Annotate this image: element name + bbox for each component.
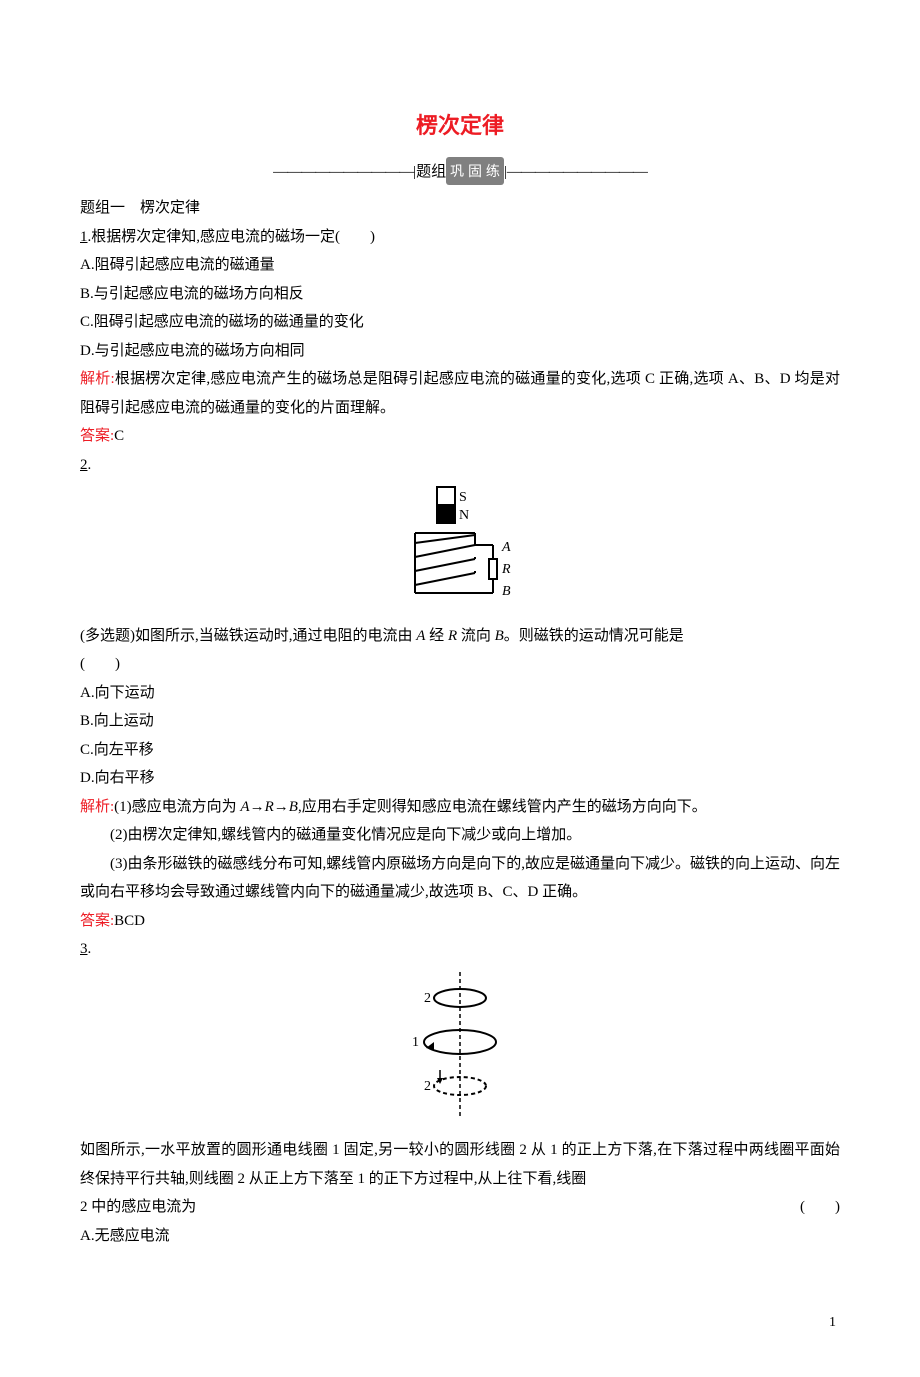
dash-left: —————————— (273, 164, 413, 180)
q2-b: B (495, 628, 504, 644)
q2-option-d: D.向右平移 (80, 764, 840, 793)
header-label: 题组 (416, 158, 446, 187)
q2-exp-a: A (240, 799, 249, 815)
q2-stem-line2: ( ) (80, 650, 840, 679)
q3-num-line: 3. (80, 935, 840, 964)
terminal-a-label: A (501, 540, 511, 555)
q2-mid2: 流向 (457, 628, 495, 644)
q2-exp3: (3)由条形磁铁的磁感线分布可知,螺线管内原磁场方向是向下的,故应是磁通量向下减… (80, 850, 840, 907)
q2-option-b: B.向上运动 (80, 707, 840, 736)
q1-option-a: A.阻碍引起感应电流的磁通量 (80, 251, 840, 280)
q2-exp1-post: ,应用右手定则得知感应电流在螺线管内产生的磁场方向向下。 (298, 799, 707, 815)
q3-stem2-right: ( ) (800, 1193, 840, 1222)
q1-option-b: B.与引起感应电流的磁场方向相反 (80, 280, 840, 309)
q1-stem: 1.根据楞次定律知,感应电流的磁场一定( ) (80, 223, 840, 252)
q1-text: 根据楞次定律知,感应电流的磁场一定( ) (91, 229, 375, 245)
q1-ans-text: C (114, 428, 124, 444)
q1-ans-label: 答案: (80, 428, 114, 444)
q1-option-d: D.与引起感应电流的磁场方向相同 (80, 337, 840, 366)
coil2-bot-label: 2 (424, 1079, 431, 1094)
q2-mid1: 经 (425, 628, 448, 644)
q2-option-c: C.向左平移 (80, 736, 840, 765)
q1-option-c: C.阻碍引起感应电流的磁场的磁通量的变化 (80, 308, 840, 337)
q2-exp1-pre: (1)感应电流方向为 (114, 799, 240, 815)
q2-num-line: 2. (80, 451, 840, 480)
q2-exp-label: 解析: (80, 799, 114, 815)
dash-right: —————————— (507, 164, 647, 180)
header-pill: 巩 固 练 (446, 157, 504, 186)
terminal-b-label: B (502, 584, 511, 599)
q3-option-a: A.无感应电流 (80, 1222, 840, 1251)
q1-exp-text: 根据楞次定律,感应电流产生的磁场总是阻碍引起感应电流的磁通量的变化,选项 C 正… (80, 371, 840, 416)
q3-dot: . (88, 941, 92, 957)
q3-num: 3 (80, 941, 88, 957)
page-title: 楞次定律 (80, 105, 840, 147)
q2-r: R (448, 628, 457, 644)
q2-ans-text: BCD (114, 913, 145, 929)
q2-exp-r: R (265, 799, 274, 815)
resistor-r-label: R (501, 562, 511, 577)
q2-num: 2 (80, 457, 88, 473)
q3-stem2: 2 中的感应电流为 ( ) (80, 1193, 840, 1222)
q3-figure: 2 1 2 (80, 970, 840, 1131)
q2-stem-line1: (多选题)如图所示,当磁铁运动时,通过电阻的电流由 A 经 R 流向 B。则磁铁… (80, 622, 840, 651)
page-number: 1 (80, 1310, 840, 1337)
q1-num: 1 (80, 229, 88, 245)
q2-figure: S N A R B (80, 485, 840, 616)
q1-answer: 答案:C (80, 422, 840, 451)
q2-ans-label: 答案: (80, 913, 114, 929)
q2-exp2: (2)由楞次定律知,螺线管内的磁通量变化情况应是向下减少或向上增加。 (80, 821, 840, 850)
magnet-n-label: N (459, 508, 469, 523)
q2-option-a: A.向下运动 (80, 679, 840, 708)
q2-exp1: 解析:(1)感应电流方向为 A→R→B,应用右手定则得知感应电流在螺线管内产生的… (80, 793, 840, 822)
magnet-s-label: S (459, 490, 467, 505)
q1-explanation: 解析:根据楞次定律,感应电流产生的磁场总是阻碍引起感应电流的磁通量的变化,选项 … (80, 365, 840, 422)
coil1-label: 1 (412, 1035, 419, 1050)
q3-stem1: 如图所示,一水平放置的圆形通电线圈 1 固定,另一较小的圆形线圈 2 从 1 的… (80, 1136, 840, 1193)
section-header: ——————————|题组巩 固 练|—————————— (80, 157, 840, 187)
coil2-top-label: 2 (424, 991, 431, 1006)
q2-exp-arrow2: → (274, 799, 289, 815)
q1-exp-label: 解析: (80, 371, 115, 387)
q2-answer: 答案:BCD (80, 907, 840, 936)
group-heading: 题组一 楞次定律 (80, 194, 840, 223)
q2-exp-arrow1: → (250, 799, 265, 815)
q3-stem2-left: 2 中的感应电流为 (80, 1193, 196, 1222)
q2-post1: 。则磁铁的运动情况可能是 (504, 628, 684, 644)
q2-dot: . (88, 457, 92, 473)
q2-stem-pre: (多选题)如图所示,当磁铁运动时,通过电阻的电流由 (80, 628, 416, 644)
q2-exp-b: B (289, 799, 298, 815)
